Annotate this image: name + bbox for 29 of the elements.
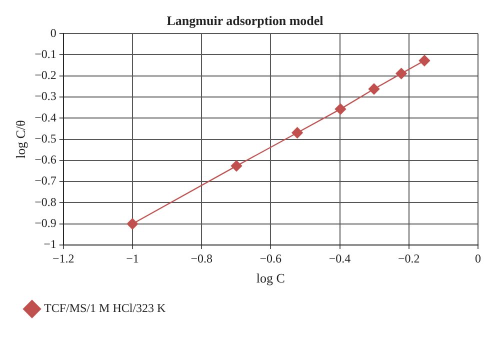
y-tick-label: −0.5: [34, 131, 56, 146]
point: [334, 103, 346, 115]
y-tick-label: −1: [44, 237, 56, 252]
legend-label: TCF/MS/1 M HCl/323 K: [44, 301, 166, 316]
point: [368, 83, 380, 95]
y-tick-label: −0.7: [34, 174, 56, 188]
x-tick-label: −1: [126, 251, 139, 266]
x-tick-label: −0.2: [398, 251, 420, 266]
point: [292, 127, 303, 138]
y-axis-title: log C/θ: [13, 120, 28, 158]
x-tick-label: −0.8: [190, 251, 212, 266]
point: [126, 218, 138, 230]
x-tick-label: −0.4: [328, 251, 351, 266]
y-tick-label: −0.3: [34, 89, 56, 104]
y-tick-label: −0.1: [34, 46, 56, 61]
y-tick-label: −0.6: [34, 152, 56, 167]
y-tick-label: −0.4: [34, 110, 56, 124]
x-tick-label: 0: [475, 251, 481, 266]
y-tick-label: 0: [50, 26, 56, 40]
x-axis-title: log C: [256, 270, 285, 286]
y-tick-label: −0.9: [34, 216, 56, 230]
y-tick-label: −0.2: [34, 68, 56, 82]
point: [230, 160, 242, 172]
x-tick-label: −1.2: [52, 251, 74, 266]
point: [418, 55, 430, 66]
chart-title: Langmuir adsorption model: [166, 13, 324, 28]
y-tick-label: −0.8: [34, 194, 56, 209]
point: [396, 68, 407, 80]
x-tick-label: −0.6: [260, 251, 282, 266]
